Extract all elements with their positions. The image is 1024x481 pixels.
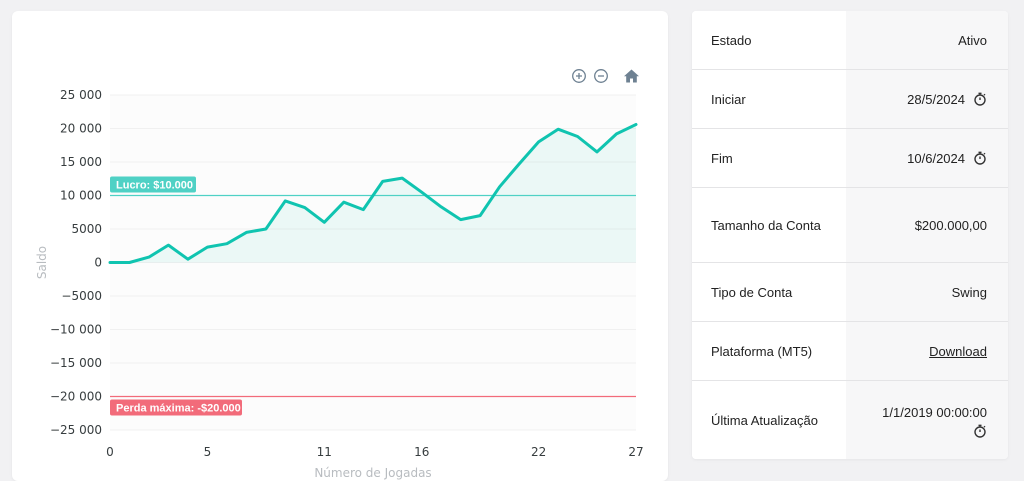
chart-toolbar [570,67,640,85]
info-row-last-update: Última Atualização 1/1/2019 00:00:00 [692,381,1008,459]
annotation-label-bg [110,399,242,416]
zoom-in-icon[interactable] [570,67,588,85]
annotation-label: Perda máxima: -$20.000 [116,403,241,415]
info-row-start: Iniciar 28/5/2024 [692,70,1008,129]
end-label: Fim [692,129,846,187]
info-row-account-type: Tipo de Conta Swing [692,263,1008,322]
x-tick-label: 0 [106,445,114,459]
account-info-panel: Estado Ativo Iniciar 28/5/2024 Fim 10/6/… [692,11,1008,459]
annotation-label-bg [110,176,196,193]
balance-chart-card: 25 000 20 000 15 000 10 000 5000 0 −5000 −10 00… [12,11,668,481]
stopwatch-icon [973,424,987,438]
x-tick-label: 5 [204,445,212,459]
y-axis-label: Saldo [35,246,49,279]
platform-label: Plataforma (MT5) [692,322,846,380]
account-size-value: $200.000,00 [914,217,987,233]
account-size-label: Tamanho da Conta [692,188,846,262]
stopwatch-icon [973,151,987,165]
x-tick-label: 16 [414,445,429,459]
y-tick-label: −25 000 [50,423,102,437]
y-tick-label: 15 000 [60,155,102,169]
y-tick-label: 0 [94,256,102,270]
info-row-end: Fim 10/6/2024 [692,129,1008,188]
last-update-value: 1/1/2019 00:00:00 [882,404,987,420]
zoom-out-icon[interactable] [592,67,610,85]
last-update-label: Última Atualização [692,381,846,459]
y-tick-label: −10 000 [50,323,102,337]
end-date-value: 10/6/2024 [907,150,965,166]
status-label: Estado [692,11,846,69]
start-label: Iniciar [692,70,846,128]
status-value: Ativo [958,32,987,48]
y-tick-label: 20 000 [60,122,102,136]
home-icon[interactable] [622,67,640,85]
account-type-label: Tipo de Conta [692,263,846,321]
y-tick-label: −20 000 [50,390,102,404]
info-row-account-size: Tamanho da Conta $200.000,00 [692,188,1008,263]
stopwatch-icon [973,92,987,106]
y-tick-label: −5000 [61,289,102,303]
info-row-platform: Plataforma (MT5) Download [692,322,1008,381]
series-area [110,124,636,263]
y-tick-label: 25 000 [60,88,102,102]
x-tick-label: 27 [628,445,643,459]
y-tick-label: 10 000 [60,189,102,203]
y-tick-label: 5000 [71,222,102,236]
start-date-value: 28/5/2024 [907,91,965,107]
account-type-value: Swing [951,284,987,300]
info-row-status: Estado Ativo [692,11,1008,70]
x-axis-label: Número de Jogadas [314,466,431,480]
series-line [108,123,638,264]
download-link[interactable]: Download [929,343,987,359]
annotation-label: Lucro: $10.000 [116,180,193,192]
x-tick-label: 22 [531,445,546,459]
balance-chart: 25 000 20 000 15 000 10 000 5000 0 −5000 −10 00… [35,88,644,480]
x-tick-label: 11 [317,445,332,459]
y-tick-label: −15 000 [50,356,102,370]
